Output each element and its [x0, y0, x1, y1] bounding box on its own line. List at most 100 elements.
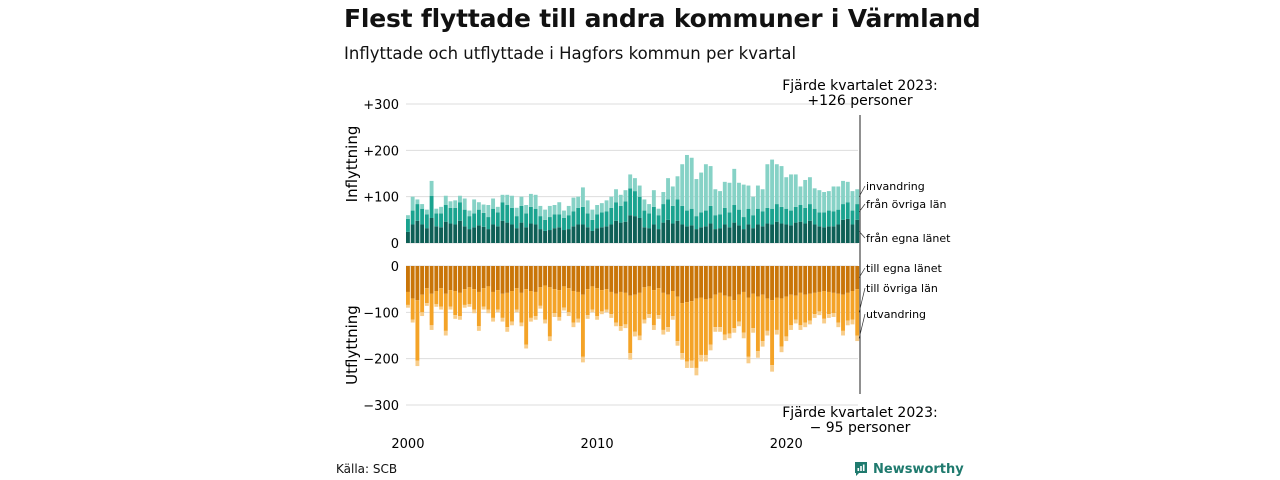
bar-outflow	[675, 296, 680, 342]
bar-inflow	[467, 210, 472, 217]
bar-inflow	[415, 199, 420, 205]
bar-inflow	[807, 177, 812, 205]
bar-outflow	[812, 292, 817, 315]
bar-inflow	[841, 204, 845, 220]
bar-outflow	[533, 316, 538, 320]
bar-inflow	[831, 226, 836, 243]
y-tick-label-inflow: +300	[363, 98, 399, 113]
bar-inflow	[661, 222, 666, 243]
bar-inflow	[708, 223, 713, 243]
bar-outflow	[609, 291, 614, 315]
bar-outflow	[817, 291, 822, 312]
bar-inflow	[727, 182, 732, 213]
bar-outflow	[822, 318, 827, 324]
bar-outflow	[685, 302, 689, 362]
bar-outflow	[481, 306, 486, 310]
bar-inflow	[514, 216, 519, 229]
bar-outflow	[495, 309, 500, 313]
bar-inflow	[443, 205, 448, 222]
bar-outflow	[732, 328, 737, 333]
y-axis-label-outflow: Utflyttning	[343, 305, 361, 385]
bar-inflow	[524, 205, 529, 214]
bar-inflow	[628, 188, 633, 216]
bar-outflow	[656, 315, 661, 319]
bar-inflow	[817, 212, 822, 227]
bar-inflow	[647, 213, 652, 229]
bar-inflow	[618, 205, 623, 223]
bar-outflow	[751, 293, 756, 329]
bar-outflow	[557, 316, 562, 321]
bar-outflow	[807, 320, 812, 325]
bar-inflow	[590, 219, 595, 231]
bar-outflow	[566, 288, 571, 313]
bar-inflow	[845, 218, 850, 243]
bar-outflow	[656, 288, 661, 316]
bar-outflow	[680, 303, 685, 354]
bar-outflow	[420, 312, 425, 317]
bar-inflow	[633, 178, 637, 192]
bar-outflow	[443, 293, 448, 331]
chart-title: Flest flyttade till andra kommuner i Vär…	[344, 4, 981, 33]
bar-outflow	[831, 313, 836, 317]
bar-inflow	[486, 229, 491, 243]
bar-inflow	[836, 209, 841, 225]
bar-inflow	[552, 205, 557, 215]
bar-outflow	[462, 289, 467, 305]
bar-inflow	[595, 214, 600, 229]
bar-inflow	[538, 229, 543, 243]
bar-outflow	[552, 266, 557, 290]
bar-outflow	[765, 266, 770, 299]
bar-inflow	[505, 194, 510, 205]
bar-outflow	[500, 293, 505, 318]
bar-inflow	[694, 229, 699, 243]
bar-outflow	[807, 293, 812, 321]
bar-inflow	[737, 225, 741, 243]
axes: 0 +100 +200 +300 0 −100 −200 −300 2000 2010 2020	[363, 98, 803, 452]
bar-inflow	[491, 208, 496, 225]
bar-inflow	[614, 220, 618, 243]
bar-outflow	[448, 266, 453, 291]
y-tick-label-outflow: −200	[363, 353, 399, 368]
gridlines	[406, 103, 858, 406]
bar-outflow	[415, 266, 420, 301]
bar-inflow	[609, 207, 614, 225]
bar-outflow	[798, 266, 803, 293]
bar-outflow	[538, 266, 543, 288]
bar-inflow	[439, 213, 443, 228]
bar-outflow	[595, 266, 600, 289]
bar-outflow	[458, 266, 462, 293]
bar-inflow	[661, 192, 666, 205]
bar-outflow	[713, 266, 718, 295]
bar-inflow	[406, 231, 410, 243]
bar-outflow	[500, 266, 505, 294]
bar-inflow	[633, 191, 637, 217]
bar-inflow	[476, 225, 481, 243]
bar-outflow	[519, 292, 524, 323]
bar-inflow	[448, 201, 453, 208]
series-label-inflow: från övriga län	[866, 198, 946, 211]
bar-inflow	[826, 226, 831, 243]
bar-inflow	[585, 200, 590, 214]
bar-inflow	[765, 164, 770, 208]
bar-outflow	[798, 325, 803, 330]
bar-inflow	[472, 199, 477, 214]
bar-outflow	[580, 356, 585, 363]
bar-outflow	[576, 291, 581, 319]
bar-outflow	[836, 293, 841, 323]
series-label-connector	[858, 267, 866, 278]
bar-outflow	[571, 291, 576, 323]
bar-outflow	[599, 290, 604, 312]
bar-inflow	[495, 212, 500, 227]
bar-inflow	[651, 206, 656, 225]
bar-outflow	[774, 329, 779, 335]
bar-outflow	[779, 346, 784, 353]
brand-logo[interactable]: Newsworthy	[854, 461, 964, 477]
bar-outflow	[718, 327, 723, 332]
bar-outflow	[675, 341, 680, 346]
bar-inflow	[826, 210, 831, 227]
bar-outflow	[760, 294, 765, 342]
bar-outflow	[434, 266, 439, 292]
bar-inflow	[651, 224, 656, 243]
newsworthy-logo-icon	[855, 462, 867, 476]
bar-inflow	[406, 218, 410, 232]
